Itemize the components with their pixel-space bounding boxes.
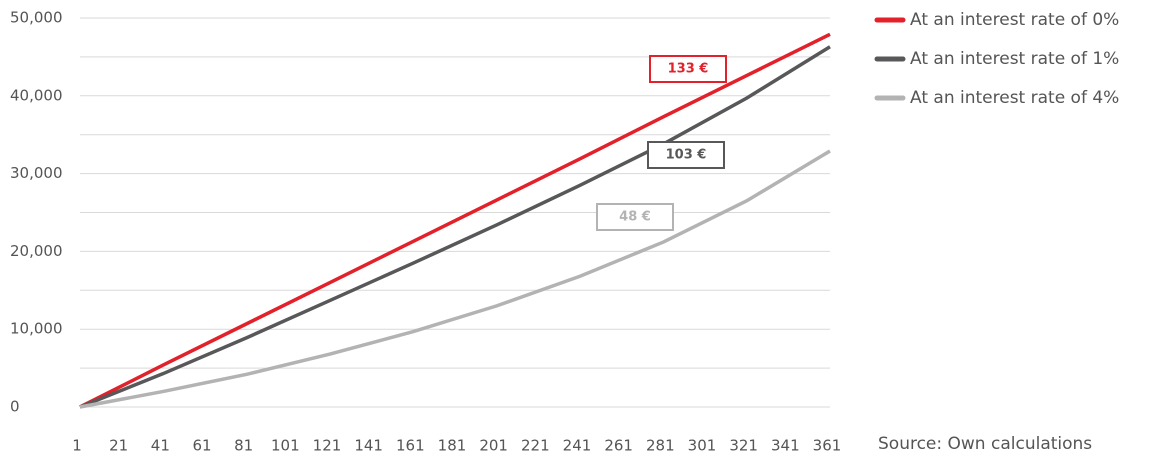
callout-label: 133 € [668,62,709,77]
legend-label: At an interest rate of 0% [910,10,1119,30]
x-tick-label: 301 [688,437,717,455]
data-line [79,149,831,409]
x-tick-label: 321 [729,437,758,455]
y-tick-label: 30,000 [10,164,63,182]
callout-label: 48 € [619,210,651,225]
legend-item: At an interest rate of 0% [874,10,1119,30]
x-tick-label: 241 [563,437,592,455]
data-line [79,45,831,409]
x-tick-label: 41 [151,437,170,455]
x-tick-label: 141 [354,437,383,455]
value-callout: 48 € [596,203,674,231]
y-tick-label: 40,000 [10,86,63,104]
x-tick-label: 81 [234,437,253,455]
x-tick-label: 201 [479,437,508,455]
y-tick-label: 20,000 [10,242,63,260]
y-tick-label: 10,000 [10,320,63,338]
value-callout: 103 € [647,141,725,169]
x-tick-label: 61 [192,437,211,455]
callout-box [647,141,725,169]
x-tick-label: 1 [72,437,82,455]
x-tick-label: 221 [521,437,550,455]
y-tick-label: 0 [10,398,20,416]
legend-item: At an interest rate of 4% [874,88,1119,108]
x-tick-label: 261 [604,437,633,455]
x-tick-label: 361 [813,437,842,455]
legend-label: At an interest rate of 1% [910,49,1119,69]
x-tick-label: 341 [771,437,800,455]
data-line [79,32,831,409]
callout-label: 103 € [666,148,707,163]
x-tick-label: 281 [646,437,675,455]
legend-label: At an interest rate of 4% [910,88,1119,108]
y-tick-label: 50,000 [10,9,63,27]
value-callout: 133 € [649,55,727,83]
legend-item: At an interest rate of 1% [874,49,1119,69]
x-tick-label: 21 [109,437,128,455]
callout-box [596,203,674,231]
x-tick-label: 121 [313,437,342,455]
source-note: Source: Own calculations [878,434,1092,454]
callout-box [649,55,727,83]
x-tick-label: 161 [396,437,425,455]
x-tick-label: 181 [438,437,467,455]
x-tick-label: 101 [271,437,300,455]
